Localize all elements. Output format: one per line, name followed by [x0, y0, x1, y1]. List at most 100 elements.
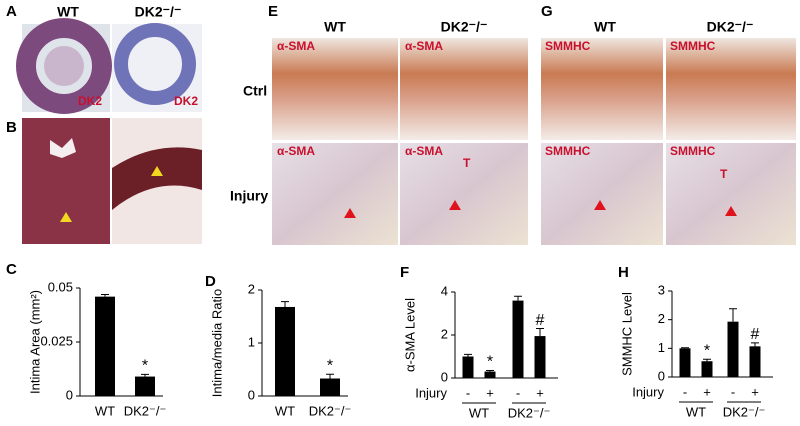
stain-label: DK2	[78, 94, 102, 108]
lumen	[50, 138, 76, 158]
micrograph	[541, 143, 663, 245]
y-tick-label: 2	[441, 326, 448, 341]
row-header: Ctrl	[243, 83, 267, 99]
injury-label: Injury	[415, 385, 447, 400]
significance-marker: #	[536, 312, 545, 329]
injury-sign: -	[516, 385, 520, 400]
error-bar	[536, 328, 544, 337]
bar	[512, 300, 524, 378]
column-header: DK2⁻/⁻	[707, 19, 754, 35]
y-tick-label: 3	[658, 282, 665, 297]
panel-label: B	[6, 119, 17, 136]
column-header: DK2⁻/⁻	[135, 4, 182, 20]
micrograph	[541, 38, 663, 140]
vessel	[114, 23, 196, 105]
error-bar	[101, 293, 109, 297]
error-bar	[281, 301, 289, 307]
error-bar	[681, 347, 689, 349]
error-bar	[486, 369, 494, 372]
injury-sign: +	[486, 385, 494, 400]
error-bar	[326, 373, 334, 379]
column-header: DK2⁻/⁻	[441, 19, 488, 35]
bar	[135, 376, 155, 396]
significance-marker: *	[487, 354, 493, 371]
error-bar	[141, 373, 149, 377]
panel-label: H	[618, 264, 629, 281]
vessel	[16, 18, 112, 114]
x-tick-label: WT	[95, 403, 115, 418]
y-tick-label: 1	[658, 340, 665, 355]
bar	[701, 361, 713, 377]
bar	[534, 336, 546, 378]
column-header: WT	[324, 19, 346, 35]
row-header: Injury	[230, 188, 268, 204]
region-marker: T	[463, 156, 471, 170]
y-tick-label: 0.05	[48, 279, 73, 294]
injury-label: Injury	[632, 384, 664, 399]
x-tick-label: DK2⁻/⁻	[309, 403, 352, 418]
bar	[95, 296, 115, 396]
error-bar	[514, 295, 522, 301]
y-tick-label: 0	[66, 387, 73, 402]
group-label: DK2⁻/⁻	[508, 405, 551, 420]
error-bar	[464, 353, 472, 357]
y-tick-label: 0	[248, 387, 255, 402]
bar	[320, 378, 340, 396]
stain-label: DK2	[174, 94, 198, 108]
arrowhead	[60, 212, 72, 222]
y-tick-label: 2	[658, 311, 665, 326]
error-bar	[729, 308, 737, 322]
column-header: WT	[594, 19, 616, 35]
significance-marker: *	[327, 357, 333, 374]
stain-label: α-SMA	[277, 144, 315, 158]
group-label: DK2⁻/⁻	[723, 404, 766, 419]
micrograph	[400, 38, 528, 140]
injury-sign: -	[731, 384, 735, 399]
injury-sign: -	[466, 385, 470, 400]
y-axis-label: Intima/media Ratio	[209, 289, 224, 397]
vessel-wall	[112, 147, 202, 210]
arrowhead	[344, 208, 356, 218]
bar	[275, 306, 295, 396]
y-axis-label: α-SMA Level	[402, 298, 417, 372]
stain-label: α-SMA	[405, 39, 443, 53]
micrograph	[400, 143, 528, 245]
micrograph	[272, 143, 398, 245]
group-label: WT	[469, 405, 489, 420]
injury-sign: +	[751, 384, 759, 399]
panel-label: F	[400, 264, 409, 281]
stain-label: α-SMA	[405, 144, 443, 158]
stain-label: SMMHC	[545, 39, 591, 53]
micrograph	[666, 143, 796, 245]
bar	[679, 348, 691, 377]
bar	[727, 321, 739, 377]
panel-label: C	[6, 261, 17, 278]
micrograph	[272, 38, 398, 140]
panel-label: E	[268, 3, 278, 20]
arrowhead	[725, 206, 737, 216]
error-bar	[703, 358, 711, 362]
y-tick-label: 2	[248, 281, 255, 296]
bar	[749, 346, 761, 377]
y-tick-label: 4	[441, 283, 448, 298]
y-tick-label: 1	[248, 334, 255, 349]
y-tick-label: 0	[658, 368, 665, 383]
stain-label: SMMHC	[670, 144, 716, 158]
y-tick-label: 0.025	[40, 333, 73, 348]
injury-sign: +	[703, 384, 711, 399]
error-bar	[751, 342, 759, 347]
injury-sign: -	[683, 384, 687, 399]
region-marker: T	[720, 167, 728, 181]
x-tick-label: WT	[275, 403, 295, 418]
y-tick-label: 0	[441, 369, 448, 384]
panel-label: A	[6, 3, 17, 20]
stain-label: SMMHC	[670, 39, 716, 53]
significance-marker: #	[751, 326, 760, 343]
arrowhead	[449, 200, 461, 210]
bar	[462, 356, 474, 378]
significance-marker: *	[142, 358, 148, 375]
y-axis-label: Intima Area (mm²)	[27, 290, 42, 394]
x-tick-label: DK2⁻/⁻	[124, 403, 167, 418]
micrograph	[666, 38, 796, 140]
